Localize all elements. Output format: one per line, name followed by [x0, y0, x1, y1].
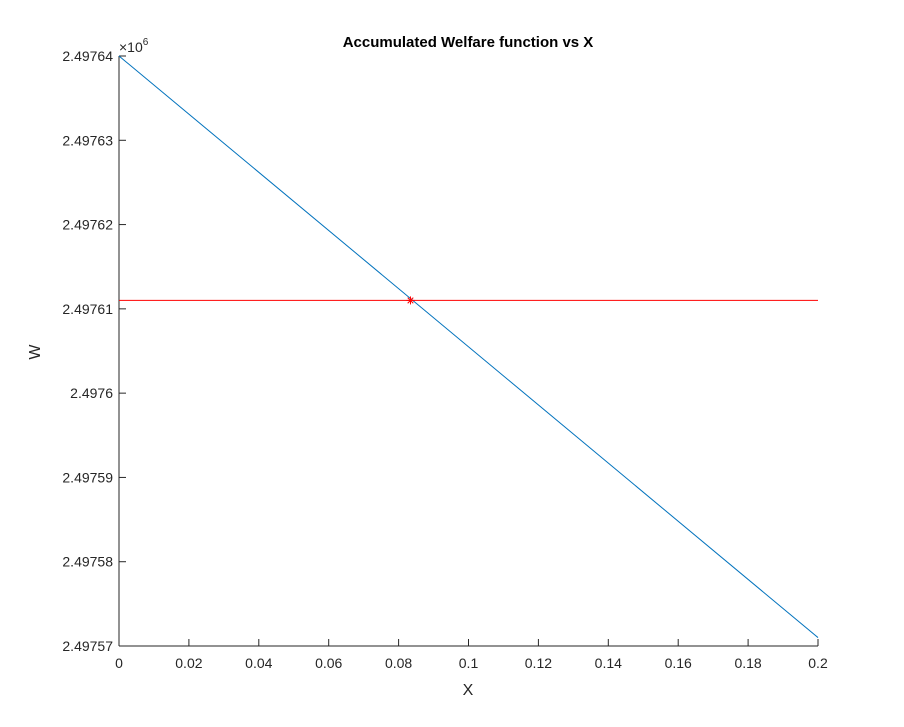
y-tick-label: 2.49763 [62, 132, 113, 148]
x-tick-label: 0.08 [385, 655, 412, 671]
chart-title: Accumulated Welfare function vs X [343, 34, 594, 51]
y-axis-multiplier-base: ×10 [119, 39, 143, 55]
x-tick-label: 0.12 [525, 655, 552, 671]
x-tick-label: 0.2 [808, 655, 828, 671]
x-tick-label: 0.06 [315, 655, 342, 671]
x-tick-label: 0.14 [595, 655, 622, 671]
x-tick-label: 0.02 [175, 655, 202, 671]
x-tick-label: 0 [115, 655, 123, 671]
y-axis-multiplier: ×106 [119, 37, 149, 55]
y-tick-label: 2.4976 [70, 385, 113, 401]
y-axis-label: W [27, 344, 44, 360]
y-tick-label: 2.49758 [62, 554, 113, 570]
y-tick-label: 2.49757 [62, 638, 113, 654]
x-tick-label: 0.16 [665, 655, 692, 671]
x-tick-label: 0.18 [734, 655, 761, 671]
x-tick-label: 0.1 [459, 655, 479, 671]
welfare-line [118, 55, 819, 638]
marker-stroke [407, 297, 414, 304]
intersection-marker [406, 296, 415, 305]
x-tick-label: 0.04 [245, 655, 272, 671]
y-tick-label: 2.49759 [62, 469, 113, 485]
y-tick-label: 2.49761 [62, 301, 113, 317]
y-tick-label: 2.49762 [62, 217, 113, 233]
x-axis-label: X [463, 682, 474, 699]
plot-area: 0 0.02 0.04 0.06 0.08 0.1 0.12 0.14 0.16 0.18 0.2 2… [62, 48, 828, 671]
y-tick-label: 2.49764 [62, 48, 113, 64]
y-axis-multiplier-exponent: 6 [143, 37, 149, 48]
